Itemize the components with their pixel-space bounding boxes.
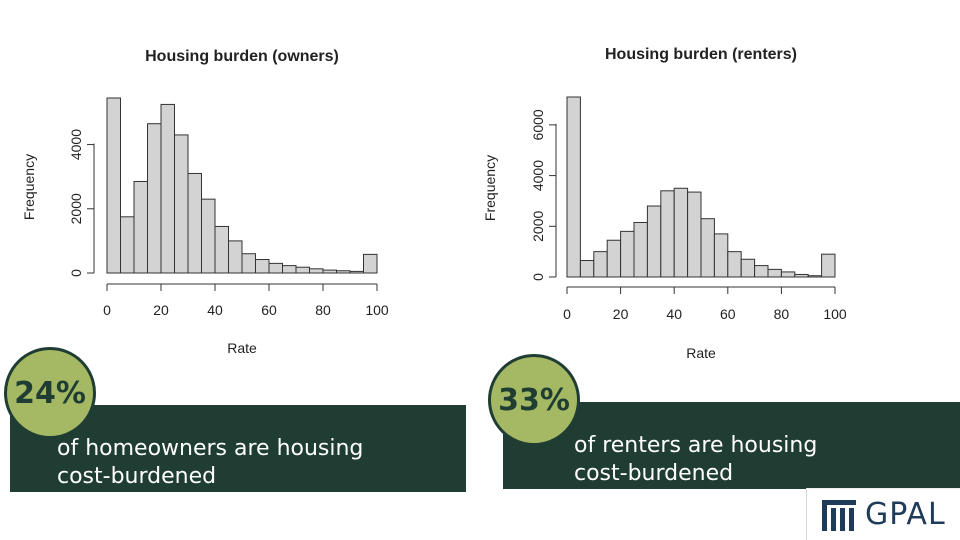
renters-x-axis: 0 20 40 60 80 100 xyxy=(563,286,847,322)
renters-bar xyxy=(646,205,662,278)
owners-bar xyxy=(309,268,324,274)
owners-y-axis: 0 2000 4000 xyxy=(68,129,95,277)
owners-bar xyxy=(255,259,270,274)
renters-x-axis-label: Rate xyxy=(686,345,716,361)
renters-y-tick-label: 2000 xyxy=(530,211,546,242)
owners-x-axis: 0 20 40 60 80 100 xyxy=(103,283,389,318)
owners-x-tick-label: 20 xyxy=(153,302,169,318)
renters-x-tick-label: 100 xyxy=(823,306,847,322)
owners-bar xyxy=(214,225,229,274)
owners-stat-value: 24% xyxy=(14,375,86,411)
owners-bars xyxy=(106,97,378,274)
renters-bar xyxy=(794,273,809,278)
owners-x-axis-label: Rate xyxy=(227,340,257,356)
owners-bar xyxy=(268,262,283,274)
owners-y-axis-label: Frequency xyxy=(21,154,37,220)
owners-y-tick-label: 4000 xyxy=(68,129,84,160)
renters-bar xyxy=(713,233,729,278)
renters-bar xyxy=(673,187,689,278)
owners-chart: Housing burden (owners) Rate Frequency 0… xyxy=(21,48,389,356)
owners-bar xyxy=(241,253,256,274)
owners-bar xyxy=(336,270,351,274)
owners-bar xyxy=(295,266,310,274)
owners-bar xyxy=(201,198,216,274)
owners-y-tick-label: 2000 xyxy=(68,193,84,224)
renters-x-tick-label: 60 xyxy=(720,306,736,322)
renters-bar xyxy=(606,239,622,278)
renters-x-tick-label: 40 xyxy=(666,306,682,322)
renters-x-tick-label: 0 xyxy=(563,306,571,322)
renters-bar xyxy=(633,221,648,278)
renters-bar xyxy=(780,271,796,278)
renters-y-tick-label: 6000 xyxy=(530,109,546,140)
renters-bar xyxy=(727,251,742,278)
renters-bar xyxy=(821,253,836,278)
renters-stat-value: 33% xyxy=(498,382,570,418)
owners-bar xyxy=(322,269,337,274)
owners-bar xyxy=(349,270,364,274)
renters-bar xyxy=(620,230,635,278)
renters-chart: Housing burden (renters) Rate Frequency … xyxy=(482,46,847,361)
owners-bar xyxy=(282,265,297,274)
owners-x-tick-label: 80 xyxy=(315,302,331,318)
renters-y-axis-label: Frequency xyxy=(482,155,498,221)
renters-bar xyxy=(579,260,595,278)
renters-bar xyxy=(754,265,769,278)
owners-bar xyxy=(147,123,162,274)
renters-bar xyxy=(700,218,715,278)
owners-stat-text: of homeowners are housing cost-burdened xyxy=(57,436,364,489)
renters-bar xyxy=(593,251,608,278)
renters-y-tick-label: 0 xyxy=(530,273,546,281)
renters-stat-text: of renters are housing cost-burdened xyxy=(574,433,818,486)
renters-bar xyxy=(566,96,581,278)
renters-y-axis: 0 2000 4000 6000 xyxy=(530,109,557,281)
renters-stat-banner xyxy=(503,402,960,489)
owners-chart-title: Housing burden (owners) xyxy=(145,48,339,65)
renters-stat-circle: 33% xyxy=(488,354,580,446)
owners-bar xyxy=(363,253,378,274)
renters-x-tick-label: 20 xyxy=(613,306,629,322)
renters-bar xyxy=(660,190,675,278)
owners-stat-circle: 24% xyxy=(4,347,96,439)
logo-text: GPAL xyxy=(865,497,946,532)
renters-bar xyxy=(807,275,823,278)
renters-bar xyxy=(740,258,756,278)
owners-x-tick-label: 40 xyxy=(207,302,223,318)
owners-bar xyxy=(228,240,243,274)
renters-bars xyxy=(566,96,836,278)
owners-bar xyxy=(106,97,121,274)
owners-bar xyxy=(120,216,135,274)
owners-y-tick-label: 0 xyxy=(68,269,84,277)
renters-chart-title: Housing burden (renters) xyxy=(605,46,797,63)
gpal-logo: GPAL xyxy=(806,488,960,540)
renters-bar xyxy=(767,268,782,278)
owners-bar xyxy=(174,134,189,274)
owners-x-tick-label: 100 xyxy=(365,302,389,318)
columns-icon xyxy=(822,499,856,531)
renters-bar xyxy=(687,191,702,278)
owners-bar xyxy=(187,172,202,274)
owners-bar xyxy=(160,103,175,274)
renters-x-tick-label: 80 xyxy=(774,306,790,322)
owners-x-tick-label: 0 xyxy=(103,302,111,318)
owners-x-tick-label: 60 xyxy=(261,302,277,318)
owners-bar xyxy=(133,180,148,274)
renters-y-tick-label: 4000 xyxy=(530,160,546,191)
